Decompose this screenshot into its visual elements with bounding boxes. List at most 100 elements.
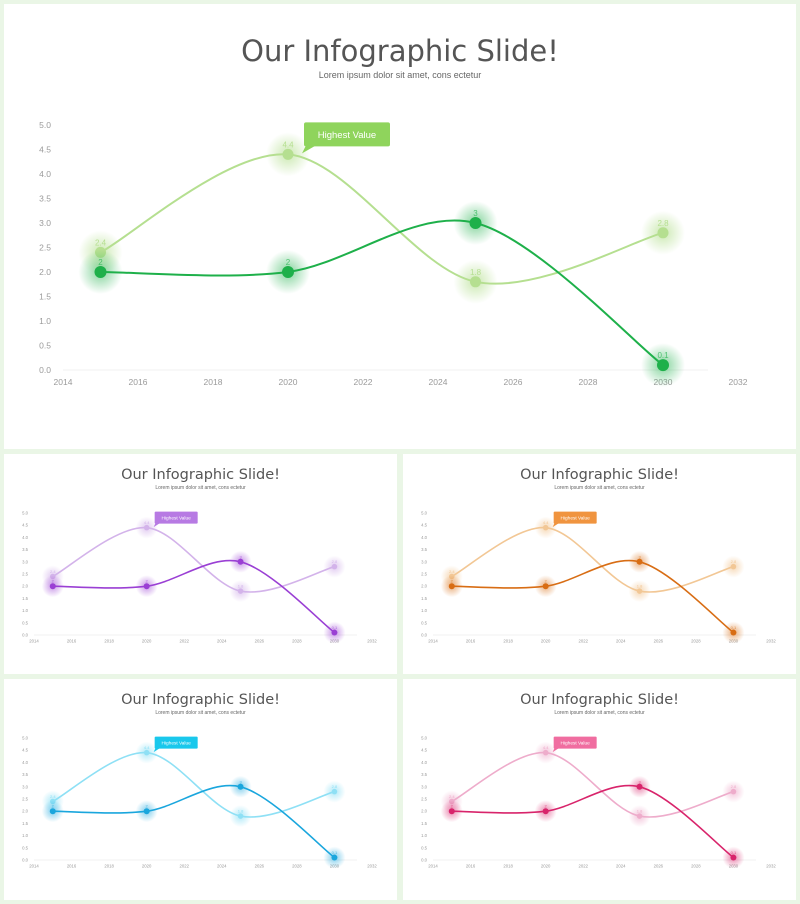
data-label: 3	[239, 779, 242, 784]
data-point-dark	[49, 808, 56, 815]
callout-pointer	[302, 145, 316, 154]
x-tick-label: 2028	[691, 639, 701, 644]
x-tick-label: 2028	[579, 377, 598, 387]
data-label: 2.8	[657, 219, 669, 228]
y-tick-label: 1.5	[421, 596, 428, 601]
y-tick-label: 0.5	[421, 845, 428, 850]
y-tick-label: 2.5	[22, 797, 29, 802]
data-point-light	[237, 588, 244, 594]
data-label: 0.1	[332, 625, 338, 630]
x-tick-label: 2014	[428, 864, 438, 869]
x-tick-label: 2026	[255, 864, 265, 869]
data-label: 2	[545, 579, 548, 584]
y-tick-label: 3.0	[421, 559, 428, 564]
line-chart: 0.0 0.5 1.0 1.5 2.0 2.5 3.0 3.5 4.0 4.5 5.0 2014 201…	[22, 511, 377, 644]
callout-text: Highest Value	[162, 515, 192, 521]
x-tick-label: 2022	[179, 864, 189, 869]
data-point-dark	[331, 854, 338, 861]
slide-pink: Our Infographic Slide! Lorem ipsum dolor…	[403, 679, 796, 900]
slide-subtitle: Lorem ipsum dolor sit amet, cons ectetur	[155, 485, 246, 491]
slide-title: Our Infographic Slide!	[241, 34, 559, 68]
y-tick-label: 0.5	[421, 620, 428, 625]
data-label: 4.4	[282, 140, 294, 149]
line-chart: 0.0 0.5 1.0 1.5 2.0 2.5 3.0 3.5 4.0 4.5 5.0 2014 201…	[421, 511, 776, 644]
y-tick-label: 1.5	[22, 596, 29, 601]
y-tick-label: 2.0	[421, 809, 428, 814]
y-tick-label: 0.5	[22, 620, 29, 625]
x-tick-label: 2024	[217, 639, 227, 644]
y-tick-label: 4.0	[22, 535, 29, 540]
data-label: 3	[473, 209, 478, 218]
y-tick-label: 4.5	[22, 748, 29, 753]
data-label: 1.8	[238, 809, 244, 814]
data-point-dark	[237, 783, 244, 790]
y-tick-label: 1.5	[421, 821, 428, 826]
callout-pointer	[552, 747, 560, 753]
data-point-dark	[143, 808, 150, 815]
slide-title: Our Infographic Slide!	[520, 692, 679, 708]
y-tick-label: 5.0	[421, 511, 428, 516]
callout-box	[154, 511, 198, 524]
data-label: 2	[52, 579, 55, 584]
data-point-light	[282, 148, 294, 160]
x-tick-label: 2022	[578, 864, 588, 869]
x-tick-label: 2024	[616, 864, 626, 869]
x-tick-label: 2024	[217, 864, 227, 869]
y-tick-label: 3.5	[22, 547, 29, 552]
data-label: 2.8	[332, 784, 338, 789]
y-tick-label: 5.0	[22, 736, 29, 741]
x-tick-label: 2014	[29, 639, 39, 644]
y-tick-label: 1.0	[22, 833, 29, 838]
data-label: 3	[638, 779, 641, 784]
slide-subtitle: Lorem ipsum dolor sit amet, cons ectetur	[554, 485, 645, 491]
data-label: 2	[545, 804, 548, 809]
x-tick-label: 2024	[429, 377, 448, 387]
line-chart: 0.0 0.5 1.0 1.5 2.0 2.5 3.0 3.5 4.0 4.5 5.0 2014 201…	[39, 120, 748, 388]
slide-purple: Our Infographic Slide! Lorem ipsum dolor…	[4, 454, 397, 674]
x-tick-label: 2020	[279, 377, 298, 387]
data-label: 1.8	[637, 584, 643, 589]
x-tick-label: 2022	[179, 639, 189, 644]
data-point-dark	[282, 266, 294, 278]
callout-pointer	[153, 747, 161, 753]
y-tick-label: 1.5	[39, 292, 51, 302]
x-tick-label: 2014	[428, 639, 438, 644]
x-tick-label: 2016	[466, 864, 476, 869]
x-tick-label: 2032	[766, 864, 776, 869]
data-point-light	[331, 788, 338, 795]
y-tick-label: 3.5	[421, 547, 428, 552]
data-point-dark	[542, 808, 549, 815]
y-tick-label: 3.0	[39, 218, 51, 228]
data-point-dark	[730, 854, 737, 861]
y-tick-label: 4.5	[421, 748, 428, 753]
y-tick-label: 2.0	[22, 809, 29, 814]
y-tick-label: 3.5	[421, 772, 428, 777]
x-tick-label: 2018	[104, 864, 114, 869]
data-point-dark	[636, 558, 643, 565]
y-tick-label: 0.5	[22, 845, 29, 850]
slide-orange: Our Infographic Slide! Lorem ipsum dolor…	[403, 454, 796, 674]
data-point-dark	[636, 783, 643, 790]
data-point-light	[542, 524, 549, 531]
data-point-light	[636, 588, 643, 594]
x-tick-label: 2016	[67, 639, 77, 644]
x-tick-label: 2018	[204, 377, 223, 387]
x-tick-label: 2020	[142, 864, 152, 869]
data-label: 4.4	[543, 745, 549, 750]
x-tick-label: 2016	[67, 864, 77, 869]
slide-subtitle: Lorem ipsum dolor sit amet, cons ectetur	[318, 70, 482, 80]
x-tick-label: 2032	[766, 639, 776, 644]
x-tick-label: 2014	[54, 377, 73, 387]
data-point-dark	[448, 583, 455, 590]
data-point-dark	[469, 217, 482, 229]
slide-cyan: Our Infographic Slide! Lorem ipsum dolor…	[4, 679, 397, 900]
x-tick-label: 2028	[691, 864, 701, 869]
data-point-light	[636, 813, 643, 819]
x-tick-label: 2018	[104, 639, 114, 644]
y-tick-label: 2.5	[22, 572, 29, 577]
x-tick-label: 2020	[541, 639, 551, 644]
x-tick-label: 2016	[129, 377, 148, 387]
y-tick-label: 3.0	[22, 784, 29, 789]
data-point-dark	[331, 629, 338, 636]
data-label: 2	[52, 804, 55, 809]
